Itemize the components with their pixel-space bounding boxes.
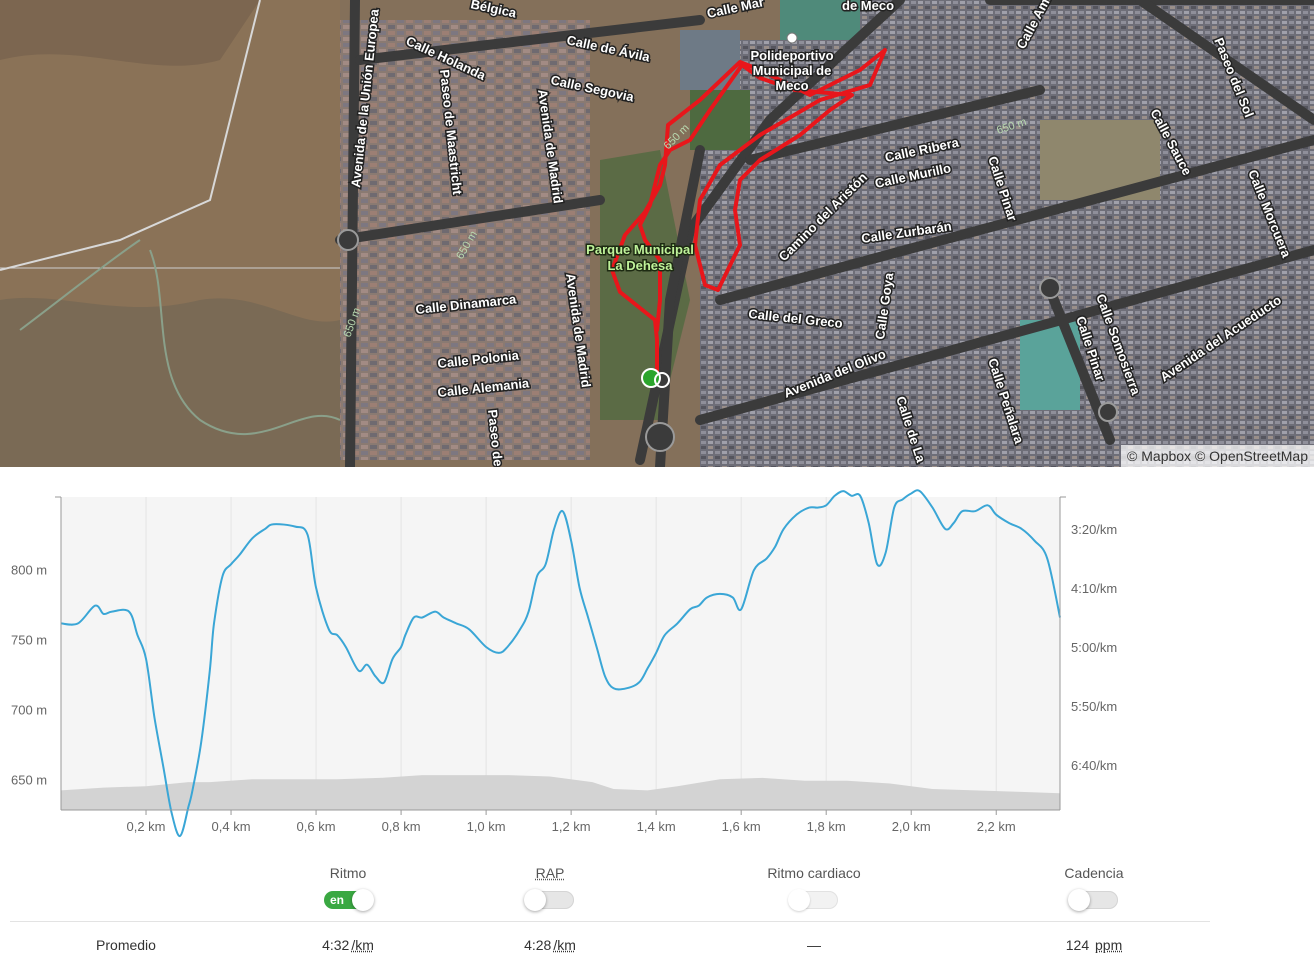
average-gap: 4:28/km xyxy=(460,937,640,953)
average-cadence-value: 124 xyxy=(1065,937,1090,953)
toggle-knob xyxy=(524,889,546,911)
toggle-knob xyxy=(352,889,374,911)
pace-toggle-text: en xyxy=(330,893,345,907)
average-gap-value: 4:28 xyxy=(524,937,552,953)
plot-area[interactable] xyxy=(61,497,1060,810)
toggle-knob xyxy=(788,889,810,911)
y-right-tick-label: 6:40/km xyxy=(1071,758,1117,773)
x-tick-label: 2,2 km xyxy=(977,819,1016,834)
metric-cadence: Cadencia xyxy=(1004,865,1184,912)
x-tick-label: 0,2 km xyxy=(127,819,166,834)
y-left-tick-label: 650 m xyxy=(11,772,47,787)
metric-pace-label: Ritmo xyxy=(329,865,367,881)
route-track xyxy=(610,48,887,380)
map-canvas[interactable]: Calle de Ávila Calle Segovia Calle Holan… xyxy=(0,0,1314,467)
heart-rate-toggle[interactable] xyxy=(788,889,838,911)
map-attribution[interactable]: © Mapbox © OpenStreetMap xyxy=(1121,445,1314,467)
metric-controls: Ritmo en RAP Ritmo cardiaco Cadencia Pro… xyxy=(0,857,1314,969)
y-left-tick-label: 750 m xyxy=(11,633,47,648)
poi-label: Polideportivo xyxy=(750,48,833,63)
x-tick-label: 0,8 km xyxy=(382,819,421,834)
toggle-knob xyxy=(1068,889,1090,911)
pace-toggle[interactable]: en xyxy=(324,889,374,911)
x-tick-label: 1,4 km xyxy=(637,819,676,834)
divider xyxy=(10,921,1210,922)
metric-gap: RAP xyxy=(460,865,640,912)
park-label: La Dehesa xyxy=(607,258,673,273)
x-tick-label: 0,4 km xyxy=(212,819,251,834)
x-tick-label: 1,6 km xyxy=(722,819,761,834)
poi-label: Municipal de xyxy=(753,63,832,78)
average-cadence-unit[interactable]: ppm xyxy=(1095,937,1123,953)
gap-toggle[interactable] xyxy=(524,889,574,911)
average-pace-value: 4:32 xyxy=(322,937,350,953)
poi-icon xyxy=(786,32,798,44)
y-left-tick-label: 800 m xyxy=(11,563,47,578)
metric-pace: Ritmo en xyxy=(258,865,438,912)
metric-gap-label[interactable]: RAP xyxy=(535,865,565,881)
average-heart-rate: — xyxy=(724,937,904,953)
y-right-tick-label: 3:20/km xyxy=(1071,522,1117,537)
x-tick-label: 1,0 km xyxy=(467,819,506,834)
chart-canvas[interactable]: 0,2 km 0,4 km 0,6 km 0,8 km 1,0 km 1,2 km 1,4 … xyxy=(0,467,1314,857)
average-row-label: Promedio xyxy=(96,937,156,953)
y-right-tick-label: 4:10/km xyxy=(1071,581,1117,596)
mapbox-attribution-link[interactable]: © Mapbox xyxy=(1127,448,1192,464)
x-tick-label: 0,6 km xyxy=(297,819,336,834)
average-heart-rate-value: — xyxy=(807,937,821,953)
x-tick-label: 2,0 km xyxy=(892,819,931,834)
metric-cadence-label: Cadencia xyxy=(1064,865,1124,881)
x-tick-label: 1,2 km xyxy=(552,819,591,834)
osm-attribution-link[interactable]: © OpenStreetMap xyxy=(1194,448,1308,464)
elevation-area xyxy=(61,775,1060,810)
average-cadence: 124 ppm xyxy=(1004,937,1184,953)
cadence-toggle[interactable] xyxy=(1068,889,1118,911)
average-pace-unit[interactable]: /km xyxy=(351,937,374,953)
street-label: Paseo de xyxy=(485,409,506,467)
y-right-tick-label: 5:50/km xyxy=(1071,699,1117,714)
finish-marker[interactable] xyxy=(654,372,670,388)
park-label: Parque Municipal xyxy=(586,242,694,257)
street-label: de Meco xyxy=(842,0,894,13)
elevation-pace-chart[interactable]: 0,2 km 0,4 km 0,6 km 0,8 km 1,0 km 1,2 km 1,4 … xyxy=(0,467,1314,857)
x-tick-label: 1,8 km xyxy=(807,819,846,834)
route-map[interactable]: Calle de Ávila Calle Segovia Calle Holan… xyxy=(0,0,1314,467)
metric-heart-rate-label: Ritmo cardiaco xyxy=(767,865,861,881)
average-gap-unit[interactable]: /km xyxy=(553,937,576,953)
y-right-tick-label: 5:00/km xyxy=(1071,640,1117,655)
metric-heart-rate: Ritmo cardiaco xyxy=(724,865,904,912)
average-pace: 4:32/km xyxy=(258,937,438,953)
y-left-tick-label: 700 m xyxy=(11,702,47,717)
poi-label: Meco xyxy=(775,78,808,93)
pace-line xyxy=(60,489,1061,837)
